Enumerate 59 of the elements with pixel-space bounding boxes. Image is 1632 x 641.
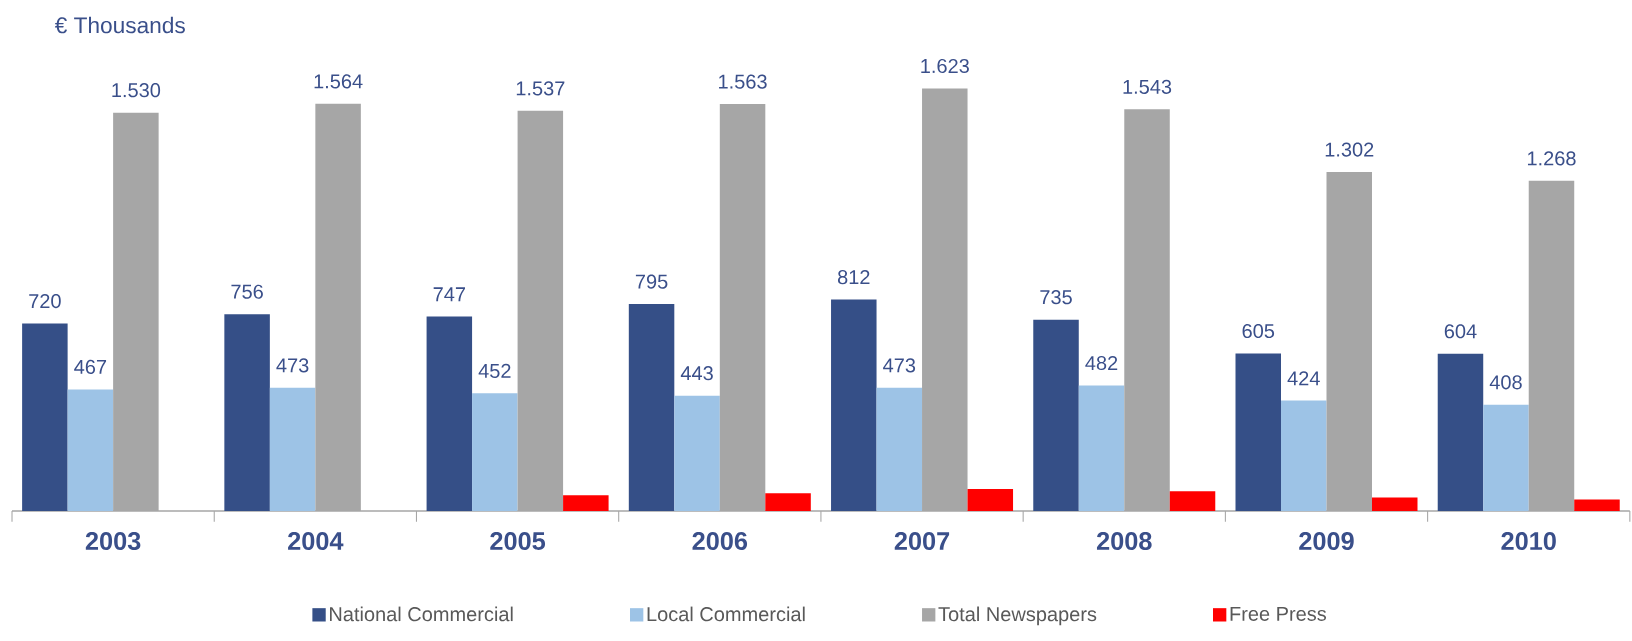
data-label: 1.623: [921, 58, 969, 74]
data-label: 1.302: [1325, 142, 1374, 157]
data-label: 720: [29, 294, 61, 309]
x-tick-label: 2010: [1501, 532, 1556, 550]
bar: [1235, 353, 1281, 511]
bar: [1574, 499, 1620, 511]
legend-label: Local Commercial: [647, 606, 805, 622]
bar: [22, 323, 68, 511]
data-label: 604: [1444, 324, 1477, 339]
data-label: 1.268: [1527, 151, 1576, 166]
data-label: 482: [1085, 355, 1118, 371]
x-tick-label: 2003: [85, 532, 141, 551]
data-label: 605: [1242, 323, 1275, 339]
bar: [1281, 400, 1327, 511]
bar: [967, 489, 1014, 511]
data-label: 795: [635, 274, 668, 289]
bar: [67, 389, 114, 511]
data-label: 473: [276, 358, 309, 373]
data-label: 1.537: [516, 81, 565, 96]
bar: [765, 493, 811, 511]
data-label: 452: [478, 363, 511, 378]
bar: [1372, 497, 1418, 511]
bar: [472, 393, 518, 511]
bar: [876, 387, 923, 511]
bar: [1033, 319, 1079, 511]
legend-label: Free Press: [1230, 606, 1327, 621]
x-tick-label: 2004: [288, 532, 344, 550]
bar: [1483, 404, 1529, 511]
data-label: 735: [1040, 290, 1072, 305]
x-tick-label: 2009: [1299, 532, 1354, 550]
bar: [628, 304, 675, 511]
data-label: 1.530: [112, 83, 161, 98]
data-label: 473: [883, 358, 916, 373]
legend-label: Total Newspapers: [938, 606, 1097, 626]
data-label: 443: [680, 366, 713, 381]
data-label: 424: [1287, 371, 1320, 386]
x-tick-label: 2006: [692, 532, 748, 550]
bar: [224, 314, 270, 511]
bar: [831, 299, 877, 511]
bar: [1078, 385, 1125, 511]
bar: [563, 495, 609, 511]
data-label: 1.564: [314, 74, 363, 89]
data-label: 747: [433, 287, 466, 302]
bar: [1169, 491, 1216, 511]
x-tick-label: 2007: [894, 532, 950, 550]
data-label: 1.543: [1123, 79, 1172, 94]
bar: [426, 316, 473, 511]
data-label: 408: [1489, 375, 1522, 390]
bar: [269, 387, 316, 511]
chart-title: € Thousands: [54, 16, 185, 34]
x-tick-label: 2005: [490, 532, 546, 550]
data-label: 756: [231, 284, 263, 299]
data-label: 467: [74, 359, 107, 375]
data-label: 1.563: [719, 74, 767, 89]
data-label: 812: [837, 270, 870, 285]
bar: [1437, 353, 1484, 511]
x-tick-label: 2008: [1096, 532, 1152, 550]
bar: [674, 395, 720, 511]
legend-label: National Commercial: [330, 606, 513, 622]
